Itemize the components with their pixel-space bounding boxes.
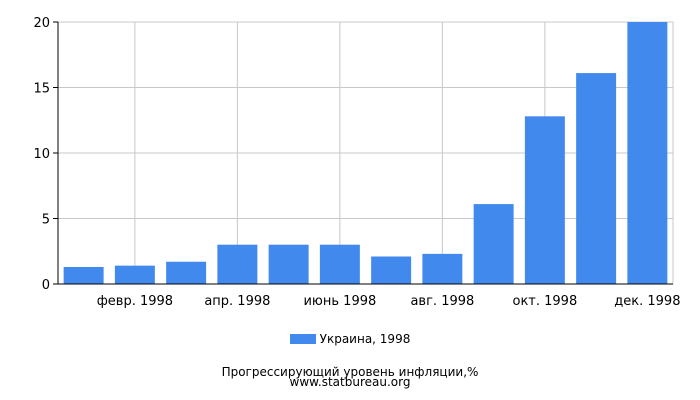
y-tick-label: 15	[33, 82, 50, 97]
bar-chart: 0 5 10 15 20 февр. 1998 апр. 1998 июнь 1998 авг.…	[33, 16, 680, 309]
bar	[268, 244, 309, 284]
legend-label: Украина, 1998	[319, 332, 411, 346]
x-tick-label: дек. 1998	[614, 294, 680, 309]
bar	[114, 265, 155, 284]
bar	[524, 116, 565, 284]
x-tick-label: февр. 1998	[97, 294, 173, 309]
x-tick-label: апр. 1998	[204, 294, 270, 309]
x-tick-label: авг. 1998	[410, 294, 474, 309]
bar	[627, 22, 668, 284]
bar	[371, 256, 412, 284]
bar	[473, 204, 514, 284]
bar	[166, 261, 207, 284]
source-url: www.statbureau.org	[289, 375, 411, 389]
x-tick-label: окт. 1998	[513, 294, 578, 309]
x-tick-label: июнь 1998	[303, 294, 376, 309]
y-tick-label: 0	[42, 278, 50, 293]
bar	[319, 244, 360, 284]
chart-title: Прогрессирующий уровень инфляции,%	[221, 365, 479, 379]
y-tick-label: 5	[42, 213, 50, 228]
y-tick-label: 20	[33, 16, 50, 31]
legend-swatch	[289, 334, 316, 344]
legend: Украина, 1998	[0, 332, 700, 347]
axes	[53, 21, 673, 285]
bar	[63, 266, 104, 284]
tick-labels: 0 5 10 15 20 февр. 1998 апр. 1998 июнь 1998 авг.…	[33, 16, 680, 309]
y-tick-label: 10	[33, 147, 50, 162]
bars	[63, 22, 668, 284]
bar	[576, 73, 617, 284]
bar	[217, 244, 258, 284]
bar	[422, 253, 463, 284]
